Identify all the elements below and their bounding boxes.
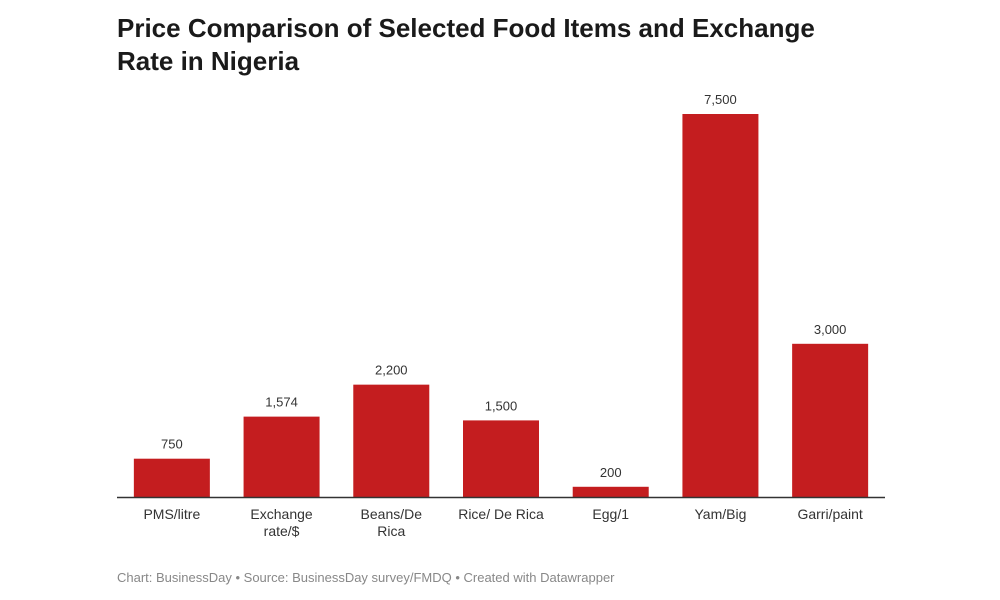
bar-beans-de-rica xyxy=(353,384,430,497)
chart-title: Price Comparison of Selected Food Items … xyxy=(117,13,815,76)
value-label-yam-big: 7,500 xyxy=(704,92,737,107)
x-tick-label-rice-de-rica: Rice/ De Rica xyxy=(458,506,544,522)
bar-pms-litre xyxy=(133,458,210,497)
x-tick-label-exchange-rate: Exchange rate/$ xyxy=(250,506,312,539)
x-tick-label-line: Egg/1 xyxy=(592,506,629,522)
x-tick-label-pms-litre: PMS/litre xyxy=(143,506,200,522)
x-tick-label-line: Yam/Big xyxy=(694,506,746,522)
chart-footer: Chart: BusinessDay • Source: BusinessDay… xyxy=(117,570,615,585)
value-label-exchange-rate: 1,574 xyxy=(265,395,298,410)
x-tick-label-beans-de-rica: Beans/De Rica xyxy=(361,506,423,539)
value-label-garri-paint: 3,000 xyxy=(814,322,847,337)
value-label-beans-de-rica: 2,200 xyxy=(375,363,408,378)
bars-group xyxy=(133,114,869,497)
value-label-egg-1: 200 xyxy=(600,465,622,480)
x-tick-label-line: Rice/ De Rica xyxy=(458,506,544,522)
bar-garri-paint xyxy=(792,343,869,497)
x-tick-label-line: rate/$ xyxy=(264,523,300,539)
x-tick-label-line: PMS/litre xyxy=(143,506,200,522)
x-tick-label-line: Garri/paint xyxy=(797,506,862,522)
x-tick-label-yam-big: Yam/Big xyxy=(694,506,746,522)
x-tick-label-line: Exchange xyxy=(250,506,312,522)
x-tick-label-line: Rica xyxy=(377,523,405,539)
bar-yam-big xyxy=(682,114,759,497)
value-label-pms-litre: 750 xyxy=(161,437,183,452)
bar-egg-1 xyxy=(572,486,649,497)
bar-rice-de-rica xyxy=(463,420,539,497)
x-tick-label-line: Beans/De xyxy=(361,506,423,522)
value-labels-group: 750 1,574 2,200 1,500 200 7,500 3,000 xyxy=(161,92,846,480)
bar-exchange-rate xyxy=(243,416,320,497)
x-tick-labels-group: PMS/litre Exchange rate/$ Beans/De Rica Rice/… xyxy=(143,506,862,539)
x-tick-label-garri-paint: Garri/paint xyxy=(797,506,862,522)
x-tick-label-egg-1: Egg/1 xyxy=(592,506,629,522)
value-label-rice-de-rica: 1,500 xyxy=(485,398,518,413)
